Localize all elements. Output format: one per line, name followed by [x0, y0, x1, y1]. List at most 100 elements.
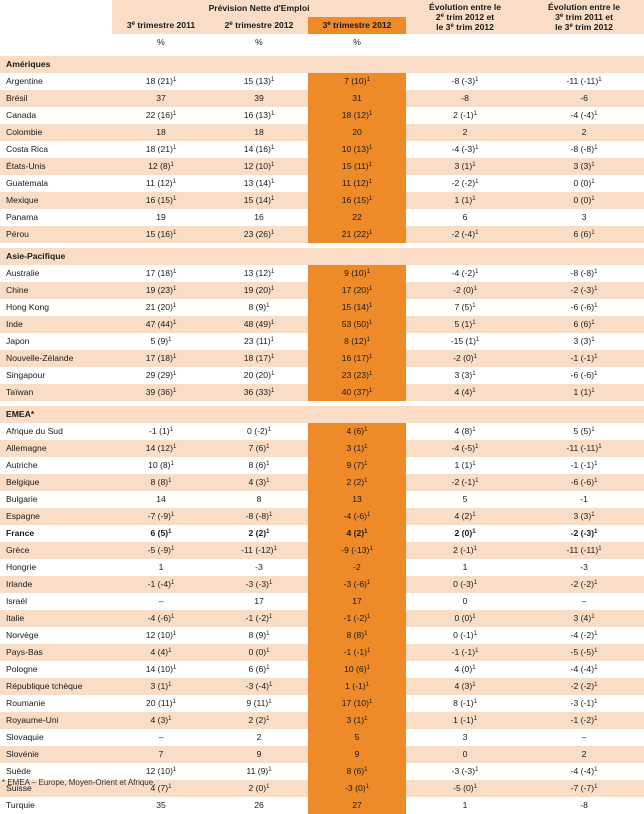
header-evolution-2: Évolution entre le 3e trim 2011 et le 3e…	[524, 0, 644, 34]
footnote-marker: 1	[172, 77, 177, 83]
table-cell: –	[524, 593, 644, 610]
table-cell: 1 (1)1	[406, 457, 525, 474]
country-label: Nouvelle-Zélande	[0, 350, 112, 367]
evol1-line3: le 3e trim 2012	[436, 22, 494, 32]
country-label: Canada	[0, 107, 112, 124]
footnote-marker: 1	[270, 145, 275, 151]
cell-value: -8	[461, 93, 469, 103]
footnote-marker: 1	[266, 478, 270, 484]
table-row: États-Unis 12 (8)1 12 (10)1 15 (11)1 3 (1)1 3…	[0, 158, 644, 175]
cell-value: -4 (-2)	[451, 268, 476, 278]
footnote-marker: 1	[168, 337, 172, 343]
table-row: Singapour 29 (29)1 20 (20)1 23 (23)1 3 (3)1-…	[0, 367, 644, 384]
table-cell: -4 (-4)1	[524, 763, 644, 780]
country-label: Slovénie	[0, 746, 112, 763]
footnote-marker: 1	[168, 529, 172, 535]
evol2-line3: le 3e trim 2012	[555, 22, 613, 32]
table-cell: 6 (6)1	[210, 661, 308, 678]
cell-value: 18 (21)	[145, 144, 173, 154]
cell-value: 9	[354, 749, 360, 759]
footnote-marker: 1	[475, 230, 479, 236]
footnote-marker: 1	[367, 512, 371, 518]
table-row: France 6 (5)1 2 (2)1 4 (2)1 2 (0)1 -2 (-3)1	[0, 525, 644, 542]
country-label: Australie	[0, 265, 112, 282]
footnote-marker: 1	[172, 371, 177, 377]
table-cell: 14 (12)1	[112, 440, 210, 457]
table-cell: 5 (5)1	[524, 423, 644, 440]
cell-value: -3	[255, 562, 263, 572]
cell-value: 23 (11)	[244, 336, 271, 346]
table-cell: 6 (6)1	[524, 226, 644, 243]
col-q3-2012: 3e trimestre 2012	[308, 17, 407, 34]
cell-value: -11 (-11)	[566, 443, 599, 453]
cell-value: -3 (-6)	[343, 579, 368, 589]
table-cell: 18	[112, 124, 210, 141]
table-row: Allemagne 14 (12)1 7 (6)1 3 (1)1 -4 (-5)1 -11…	[0, 440, 644, 457]
cell-value: –	[158, 732, 164, 742]
footnote-marker: 1	[168, 648, 172, 654]
cell-value: 8 (6)	[346, 766, 365, 776]
cell-value: 8 (8)	[150, 477, 169, 487]
footnote-marker: 1	[368, 145, 373, 151]
footnote-marker: 1	[472, 388, 476, 394]
footnote-marker: 1	[270, 388, 275, 394]
cell-value: 3 (1)	[454, 161, 473, 171]
cell-value: 8 (6)	[248, 460, 267, 470]
unit-4	[406, 34, 525, 51]
table-row: Italie -4 (-6)1 -1 (-2)1 -1 (-2)1 0 (0)1 3 (4…	[0, 610, 644, 627]
cell-value: -8	[580, 800, 588, 810]
table-cell: -1 (-1)1	[308, 644, 407, 661]
footnote-marker: 1	[591, 179, 595, 185]
cell-value: -2 (-1)	[451, 477, 476, 487]
table-row: Mexique 16 (15)1 15 (14)1 16 (15)1 1 (1)1 0 (…	[0, 192, 644, 209]
table-cell: -2 (-4)1	[406, 226, 525, 243]
footnote-marker: 1	[269, 512, 273, 518]
cell-value: 18	[156, 127, 166, 137]
footnote-marker: 1	[473, 111, 477, 117]
cell-value: 5	[354, 732, 360, 742]
footnote-marker: 1	[368, 196, 373, 202]
footnote-marker: 1	[591, 427, 595, 433]
cell-value: -2 (-4)	[451, 229, 476, 239]
cell-value: 13	[352, 494, 362, 504]
cell-value: 11 (9)	[246, 766, 269, 776]
footnote-marker: 1	[473, 716, 477, 722]
cell-value: -8 (-3)	[451, 76, 476, 86]
footnote-marker: 1	[170, 461, 174, 467]
cell-value: 9	[256, 749, 262, 759]
cell-value: -4 (-4)	[570, 664, 595, 674]
table-cell: 4 (8)1	[406, 423, 525, 440]
country-label: Suède	[0, 763, 112, 780]
table-cell: 2	[524, 124, 644, 141]
footnote-marker: 1	[369, 546, 373, 552]
footnote-marker: 1	[266, 461, 270, 467]
unit-empty	[0, 34, 112, 51]
cell-value: 0 (-3)	[453, 579, 474, 589]
cell-value: -11 (-11)	[566, 545, 599, 555]
table-cell: 13 (14)1	[210, 175, 308, 192]
footnote-marker: 1	[367, 648, 371, 654]
table-cell: 10 (6)1	[308, 661, 407, 678]
table-cell: 2	[524, 746, 644, 763]
footnote-marker: 1	[475, 478, 479, 484]
table-cell: 2 (2)1	[210, 525, 308, 542]
section-header: EMEA*	[0, 406, 644, 423]
cell-value: 14 (16)	[243, 144, 271, 154]
table-cell: -1	[524, 491, 644, 508]
table-cell: -3 (-1)1	[524, 695, 644, 712]
cell-value: 10 (6)	[344, 664, 367, 674]
country-label: Bulgarie	[0, 491, 112, 508]
footnote-marker: 1	[475, 767, 479, 773]
table-cell: -6 (-6)1	[524, 299, 644, 316]
footnote-marker: 1	[591, 320, 595, 326]
table-cell: 0	[406, 593, 525, 610]
footnote-marker: 1	[472, 162, 476, 168]
table-cell: 3 (3)1	[524, 158, 644, 175]
table-cell: 0 (0)1	[524, 175, 644, 192]
table-cell: -6 (-6)1	[524, 367, 644, 384]
table-cell: -2 (-2)1	[406, 175, 525, 192]
table-cell: 9 (10)1	[308, 265, 407, 282]
footnote-marker: 1	[591, 388, 595, 394]
table-cell: 12 (10)1	[112, 627, 210, 644]
cell-value: 3 (3)	[454, 370, 473, 380]
